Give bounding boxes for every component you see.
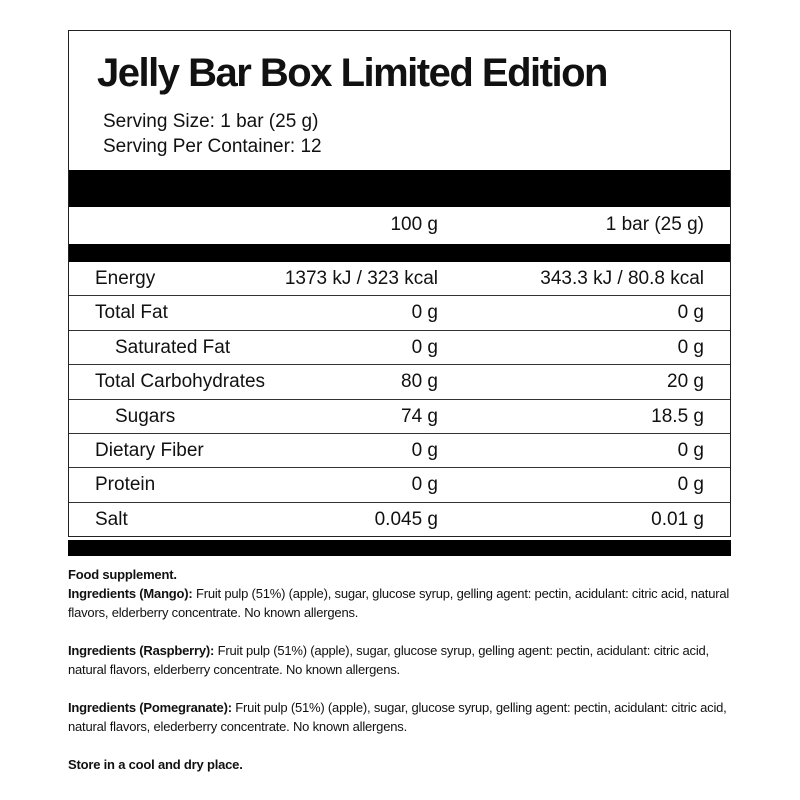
value-per-bar: 0.01 g <box>651 508 704 530</box>
product-title: Jelly Bar Box Limited Edition <box>97 51 608 95</box>
column-header-per-bar: 1 bar (25 g) <box>605 214 704 235</box>
nutrient-label: Protein <box>95 474 156 496</box>
ingredients-raspberry-label: Ingredients (Raspberry): <box>68 643 215 658</box>
ingredients-pomegranate-label: Ingredients (Pomegranate): <box>68 700 232 715</box>
nutrient-label: Salt <box>95 508 128 530</box>
ingredients-notes: Food supplement. Ingredients (Mango): Fr… <box>68 565 738 774</box>
nutrient-label: Total Fat <box>95 302 168 324</box>
nutrient-label: Total Carbohydrates <box>95 371 266 393</box>
nutrient-row: Salt 0.045 g 0.01 g <box>69 503 730 537</box>
nutrient-label: Dietary Fiber <box>95 439 204 461</box>
value-per-bar: 343.3 kJ / 80.8 kcal <box>540 268 704 289</box>
divider-band <box>69 244 730 262</box>
ingredients-pomegranate: Ingredients (Pomegranate): Fruit pulp (5… <box>68 698 738 736</box>
column-header-row: 100 g 1 bar (25 g) <box>69 207 730 244</box>
nutrient-label: Saturated Fat <box>115 336 231 358</box>
food-supplement-note: Food supplement. <box>68 567 177 582</box>
storage-note: Store in a cool and dry place. <box>68 757 243 772</box>
nutrient-label: Energy <box>95 268 156 289</box>
value-per-100g: 0 g <box>411 474 438 496</box>
servings-per-container: Serving Per Container: 12 <box>103 136 322 157</box>
ingredients-mango-label: Ingredients (Mango): <box>68 586 193 601</box>
column-header-100g: 100 g <box>390 214 438 235</box>
nutrient-table: Energy 1373 kJ / 323 kcal 343.3 kJ / 80.8 … <box>69 262 730 537</box>
nutrient-row: Total Carbohydrates 80 g 20 g <box>69 365 730 400</box>
value-per-100g: 0.045 g <box>374 508 438 530</box>
nutrient-row: Sugars 74 g 18.5 g <box>69 400 730 434</box>
value-per-100g: 80 g <box>401 371 438 393</box>
value-per-100g: 0 g <box>411 302 438 324</box>
value-per-100g: 1373 kJ / 323 kcal <box>284 268 438 289</box>
nutrient-row: Saturated Fat 0 g 0 g <box>69 331 730 366</box>
value-per-bar: 0 g <box>677 474 704 496</box>
value-per-bar: 20 g <box>667 371 704 393</box>
ingredients-mango-text: Fruit pulp (51%) (apple), sugar, glucose… <box>68 586 730 620</box>
serving-size: Serving Size: 1 bar (25 g) <box>103 111 319 132</box>
value-per-bar: 0 g <box>677 439 704 461</box>
bottom-band <box>68 540 731 556</box>
nutrient-row: Total Fat 0 g 0 g <box>69 296 730 331</box>
nutrition-label: Jelly Bar Box Limited Edition Serving Si… <box>68 30 731 537</box>
header-band <box>69 170 730 207</box>
value-per-bar: 0 g <box>677 302 704 324</box>
value-per-100g: 74 g <box>401 405 438 427</box>
ingredients-mango: Ingredients (Mango): Fruit pulp (51%) (a… <box>68 584 738 622</box>
nutrient-label: Sugars <box>115 405 176 427</box>
ingredients-raspberry-text: Fruit pulp (51%) (apple), sugar, glucose… <box>68 643 709 677</box>
ingredients-raspberry: Ingredients (Raspberry): Fruit pulp (51%… <box>68 641 738 679</box>
value-per-100g: 0 g <box>411 336 438 358</box>
value-per-100g: 0 g <box>411 439 438 461</box>
value-per-bar: 0 g <box>677 336 704 358</box>
nutrient-row: Protein 0 g 0 g <box>69 468 730 503</box>
ingredients-pomegranate-text: Fruit pulp (51%) (apple), sugar, glucose… <box>68 700 727 734</box>
nutrient-row: Dietary Fiber 0 g 0 g <box>69 434 730 469</box>
value-per-bar: 18.5 g <box>651 405 704 427</box>
nutrient-row: Energy 1373 kJ / 323 kcal 343.3 kJ / 80.8 … <box>69 262 730 297</box>
